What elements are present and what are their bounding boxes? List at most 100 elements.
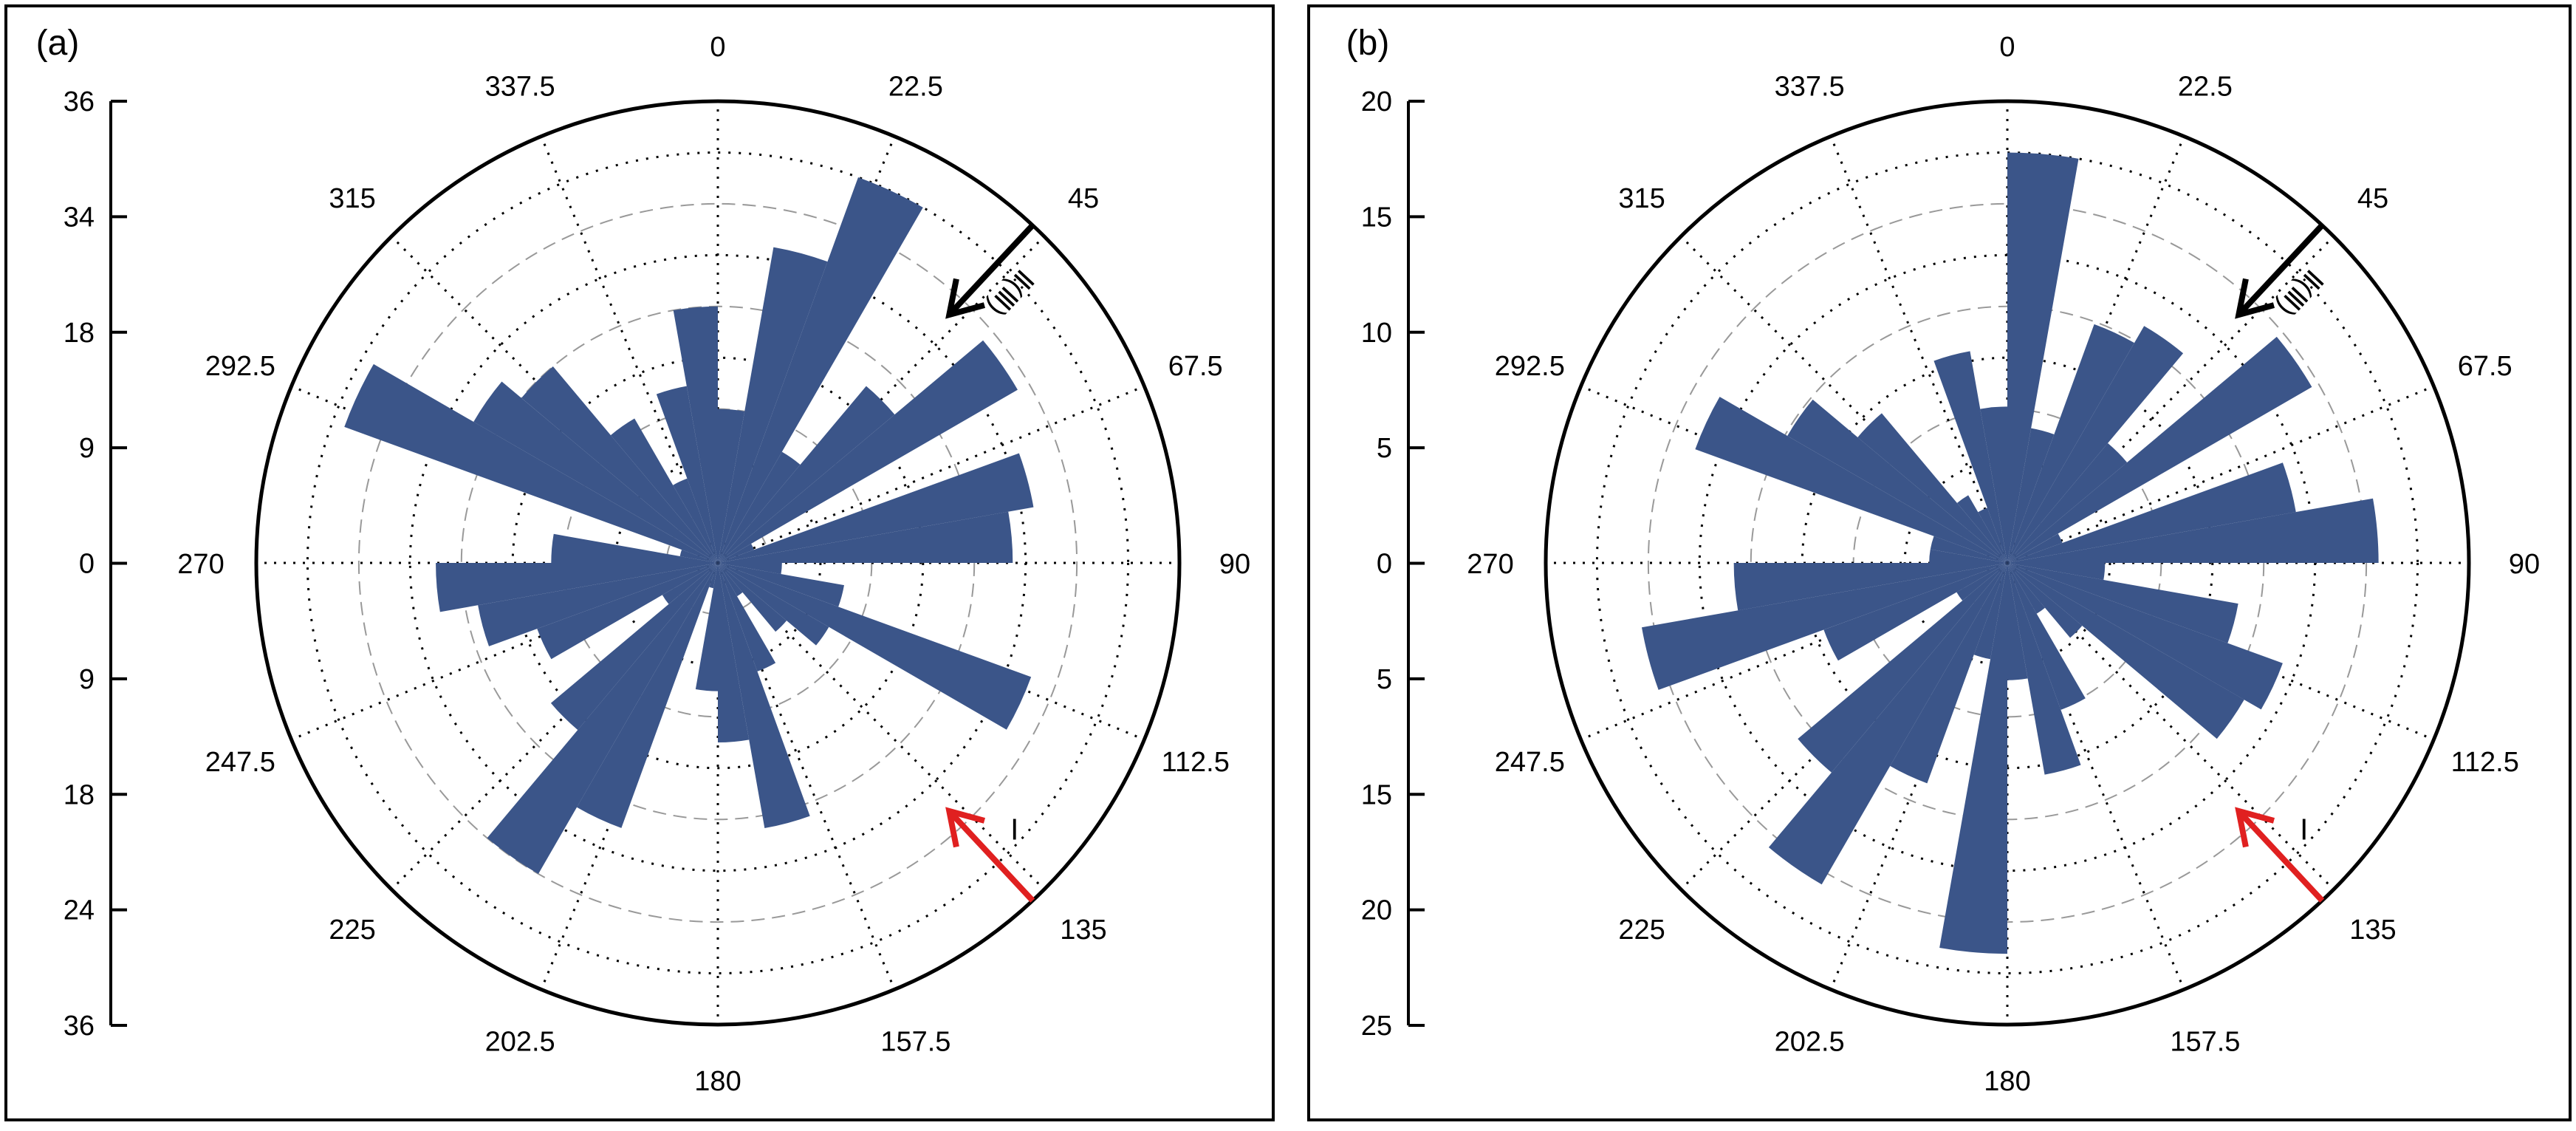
rose-bar [2007,563,2238,643]
rose-bar [473,381,718,563]
rose-bar [1930,536,2007,563]
rose-bar [1939,563,2007,954]
rose-bar [2007,563,2106,580]
rose-bar [1956,563,2007,601]
rose-bar [1787,399,2007,563]
rose-bar [718,543,754,563]
rose-bar [1641,563,2007,690]
rose-bar [2007,563,2081,775]
arrow-I: Ⅰ [2235,807,2325,903]
rose-bar [577,563,718,828]
arrow-I: Ⅰ [945,807,1035,903]
panel-frame [4,4,1275,1121]
radial-tick-label: 9 [79,664,95,695]
rose-bar [2007,336,2312,563]
panel-a: (a) 022.54567.590112.5135157.5180202.5225… [4,4,1275,1121]
angle-label: 247.5 [205,747,275,778]
rose-bar [436,563,718,612]
rose-bar [662,563,718,604]
angle-label: 225 [1618,915,1665,946]
angle-label: 135 [1060,915,1106,946]
rose-bar [2007,563,2046,614]
rose-bar [718,511,1013,563]
rose-bar [679,550,718,563]
rose-bar [718,563,1032,730]
rose-bar [2007,462,2296,563]
rose-bar [2007,326,2184,563]
rose-bar [1980,406,2007,563]
arrow-head [945,807,986,848]
angle-label: 67.5 [1168,351,1223,382]
angle-label: 292.5 [1495,351,1565,382]
rose-bar [610,418,718,563]
rose-bar [709,563,718,589]
radial-tick-label: 24 [64,895,95,926]
rose-bar [478,563,718,646]
arrow-head [2235,807,2275,848]
angle-label: 180 [1984,1066,2030,1097]
rose-bar [2007,563,2086,710]
dotted-ring [1595,151,2419,975]
radial-tick-label: 0 [1377,549,1392,580]
angle-label: 270 [1467,549,1513,580]
rose-bar [718,453,1034,563]
spoke-line [717,385,1145,564]
radial-tick-label: 5 [1377,433,1392,464]
radial-tick-label: 9 [79,433,95,464]
rose-bar [1798,563,2007,773]
angle-label: 202.5 [485,1027,555,1058]
angle-label: 270 [177,549,224,580]
radial-tick-label: 18 [64,779,95,810]
angle-label: 112.5 [1162,747,1230,778]
rose-bar [673,306,718,563]
arrow-shaft [2236,809,2325,903]
radial-tick-label: 36 [64,86,95,117]
rose-bar [2007,563,2283,710]
rose-bar [1695,397,2007,563]
rose-bar [718,340,1018,563]
angle-label: 315 [329,183,375,214]
radial-tick-label: 15 [1361,779,1392,810]
angle-label: 180 [694,1066,741,1097]
rose-bar [1973,563,2007,660]
rose-bar [718,563,787,632]
rose-bar [2007,533,2063,563]
rose-bar [718,386,895,563]
rose-bar [718,563,743,597]
rose-bar [1823,563,2007,661]
rose-bar [2007,443,2128,563]
angle-label: 337.5 [1775,71,1845,102]
angle-label: 337.5 [485,71,555,102]
angle-label: 157.5 [2170,1027,2240,1058]
rose-bar [1890,563,2007,784]
rose-bar [673,478,718,563]
rose-bar [2007,152,2079,563]
angle-label: 157.5 [880,1027,950,1058]
rose-bar [656,386,718,563]
radial-tick-label: 25 [1361,1011,1392,1042]
rose-bar [718,563,750,743]
radial-tick-label: 15 [1361,202,1392,233]
rose-bar [1929,549,2007,563]
panel-label: (b) [1346,24,1390,63]
rose-bar [1956,495,2007,563]
arrow-shaft [2236,223,2325,317]
rose-bar [537,563,718,660]
rose-bar [1768,563,2007,885]
angle-label: 90 [2509,549,2540,580]
arrow-shaft [947,809,1035,903]
rose-bar [718,177,923,563]
rose-bar [2007,563,2244,739]
rose-bar [487,563,718,874]
spoke-line [1829,136,2009,564]
angle-label: 22.5 [2178,71,2233,102]
rose-bar [718,563,810,829]
angle-label: 45 [2357,183,2388,214]
rose-bar [718,563,844,607]
dotted-ring [306,151,1130,975]
rose-bar [1733,563,2007,611]
rose-bar [718,563,776,672]
rose-bar [2007,498,2379,563]
rose-bar [551,533,718,563]
